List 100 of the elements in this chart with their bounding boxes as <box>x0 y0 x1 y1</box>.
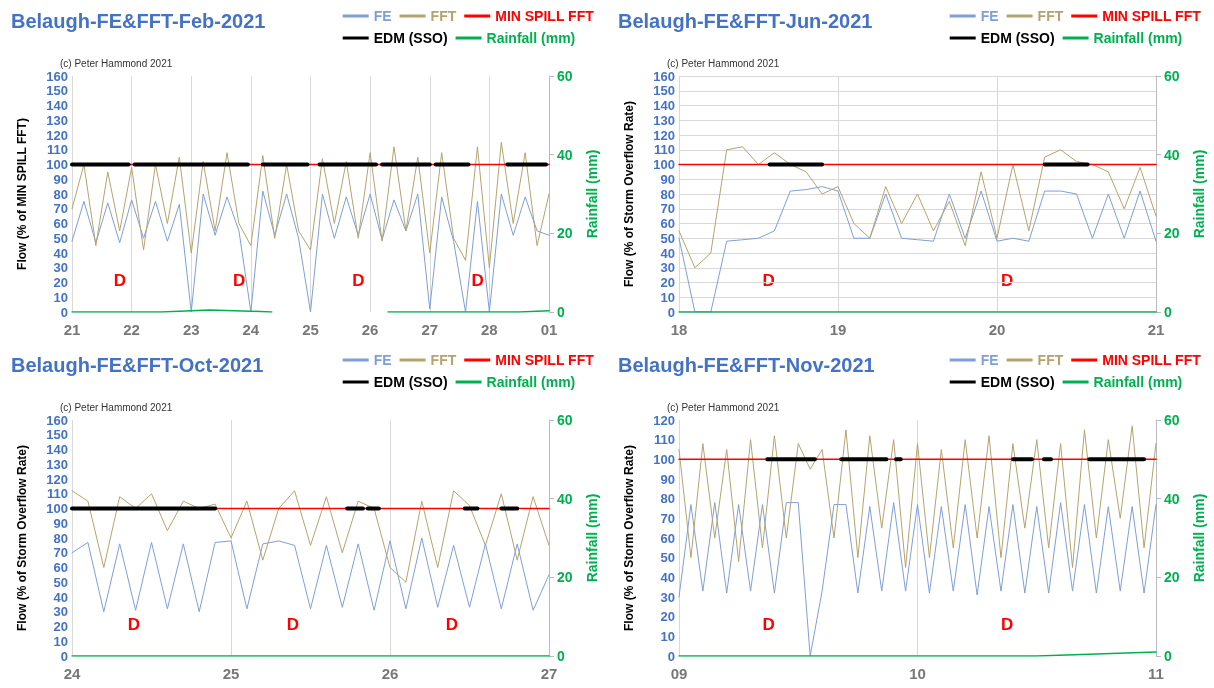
line-series <box>678 425 1157 568</box>
annotation: D <box>352 271 365 290</box>
legend-label: Rainfall (mm) <box>486 374 576 390</box>
y-tick-label: 50 <box>53 574 68 590</box>
y2-tick-label: 20 <box>557 569 573 586</box>
line-series <box>71 190 550 313</box>
y2-axis-title: Rainfall (mm) <box>1191 493 1207 583</box>
y-tick-label: 90 <box>53 515 68 531</box>
y-tick-label: 30 <box>660 260 675 276</box>
y-tick-label: 30 <box>53 604 68 620</box>
x-tick-label: 22 <box>123 321 140 338</box>
y2-tick-label: 40 <box>1164 146 1180 163</box>
y-tick-label: 20 <box>53 275 68 290</box>
text: (c) Peter Hammond 2021 <box>667 401 780 413</box>
y-tick-label: 80 <box>660 491 675 507</box>
x-tick-label: 11 <box>1148 665 1164 682</box>
legend-label: Rainfall (mm) <box>486 30 576 46</box>
y-tick-label: 80 <box>53 530 68 546</box>
y-tick-label: 120 <box>46 127 68 143</box>
y-tick-label: 30 <box>660 589 675 605</box>
legend-label: FFT <box>1037 352 1064 368</box>
y-axis-title: Flow (% of Storm Overflow Rate) <box>622 100 636 288</box>
y-tick-label: 10 <box>660 289 675 305</box>
chart-title: Belaugh-FE&FFT-Jun-2021 <box>618 10 873 32</box>
legend-label: MIN SPILL FFT <box>495 352 595 368</box>
legend-label: MIN SPILL FFT <box>495 8 595 24</box>
y-tick-label: 160 <box>653 68 675 84</box>
y-tick-label: 110 <box>654 432 675 448</box>
y-tick-label: 40 <box>53 589 68 605</box>
y-tick-label: 140 <box>46 442 68 457</box>
y-tick-label: 20 <box>660 275 675 290</box>
y2-tick-label: 0 <box>1164 304 1172 320</box>
y-tick-label: 40 <box>53 245 68 261</box>
y-tick-label: 50 <box>660 230 675 246</box>
y-tick-label: 100 <box>46 157 68 172</box>
legend-label: EDM (SSO) <box>980 374 1055 390</box>
y-tick-label: 70 <box>660 510 675 526</box>
y-tick-label: 150 <box>653 83 675 99</box>
annotation: D <box>113 271 127 290</box>
legend-label: EDM (SSO) <box>373 30 448 46</box>
legend-label: FFT <box>1037 8 1064 24</box>
x-tick-label: 24 <box>63 665 81 682</box>
line-series <box>71 490 550 583</box>
text: (c) Peter Hammond 2021 <box>60 57 173 69</box>
legend-label: Rainfall (mm) <box>1093 374 1183 390</box>
annotation: D <box>127 615 140 634</box>
y-tick-label: 0 <box>667 304 675 320</box>
legend-label: FFT <box>430 352 457 368</box>
y-tick-label: 40 <box>660 245 675 261</box>
y-tick-label: 130 <box>653 112 675 128</box>
y-tick-label: 120 <box>653 412 675 428</box>
legend-label: FFT <box>430 8 457 24</box>
y-tick-label: 110 <box>654 142 675 158</box>
y-tick-label: 90 <box>660 171 675 187</box>
y-tick-label: 60 <box>660 530 675 546</box>
chart-title: Belaugh-FE&FFT-Oct-2021 <box>11 354 264 376</box>
y2-tick-label: 40 <box>1164 490 1180 507</box>
line-series <box>678 146 1157 269</box>
x-tick-label: 09 <box>670 665 688 682</box>
y-tick-label: 20 <box>660 609 675 625</box>
y-tick-label: 100 <box>653 451 675 467</box>
y-tick-label: 100 <box>653 157 675 172</box>
y-tick-label: 70 <box>53 201 68 217</box>
y2-tick-label: 20 <box>557 225 573 242</box>
legend-label: MIN SPILL FFT <box>1102 352 1202 368</box>
y2-tick-label: 0 <box>557 648 565 664</box>
y-tick-label: 40 <box>660 569 675 585</box>
y2-axis-title: Rainfall (mm) <box>584 149 600 239</box>
annotation: D <box>232 271 246 290</box>
y-tick-label: 70 <box>660 201 675 217</box>
x-tick-label: 27 <box>540 665 558 682</box>
x-tick-label: 25 <box>222 665 240 682</box>
x-tick-label: 28 <box>481 321 498 338</box>
x-tick-label: 18 <box>670 321 688 338</box>
y-tick-label: 0 <box>60 304 68 320</box>
annotation: D <box>762 615 775 634</box>
y-tick-label: 90 <box>53 171 68 187</box>
y-tick-label: 60 <box>53 216 68 231</box>
y-tick-label: 0 <box>667 648 675 664</box>
y-tick-label: 120 <box>46 471 68 487</box>
y2-tick-label: 60 <box>557 412 573 428</box>
x-tick-label: 26 <box>381 665 399 682</box>
y-tick-label: 10 <box>660 628 675 644</box>
y-tick-label: 130 <box>46 456 68 472</box>
y-tick-label: 50 <box>53 230 68 246</box>
line-series <box>678 502 1157 657</box>
y-tick-label: 160 <box>46 68 68 84</box>
y-tick-label: 80 <box>660 186 675 202</box>
x-tick-label: 24 <box>242 321 260 338</box>
x-tick-label: 01 <box>540 321 558 338</box>
x-tick-label: 23 <box>182 321 200 338</box>
line-series <box>71 537 550 613</box>
y-axis-title: Flow (% of MIN SPILL FFT) <box>15 118 29 270</box>
y2-tick-label: 20 <box>1164 225 1180 242</box>
y2-tick-label: 20 <box>1164 569 1180 586</box>
y2-tick-label: 40 <box>557 146 573 163</box>
x-tick-label: 27 <box>421 321 439 338</box>
y-tick-label: 90 <box>660 471 675 487</box>
y-tick-label: 130 <box>46 112 68 128</box>
x-tick-label: 25 <box>302 321 319 338</box>
